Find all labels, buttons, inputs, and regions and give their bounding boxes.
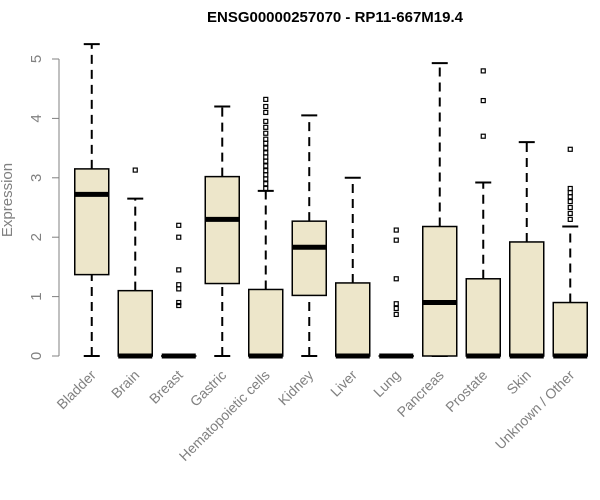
- box-12: [552, 146, 588, 359]
- outlier-point: [263, 181, 269, 187]
- x-tick-label: Bladder: [53, 367, 99, 413]
- outlier-point: [263, 163, 269, 169]
- outlier-point: [567, 194, 573, 200]
- outlier-point: [263, 130, 269, 136]
- outlier-point: [263, 124, 269, 130]
- y-tick-label: 4: [28, 114, 45, 122]
- outlier-point: [176, 282, 182, 288]
- outlier-point: [263, 172, 269, 178]
- outlier-point: [480, 133, 486, 139]
- chart-title: ENSG00000257070 - RP11-667M19.4: [207, 9, 464, 26]
- x-tick-label: Brain: [108, 367, 142, 401]
- x-tick-label: Pancreas: [394, 367, 447, 420]
- x-tick-label: Skin: [503, 367, 534, 398]
- box-9: [422, 62, 458, 357]
- outlier-point: [176, 299, 182, 306]
- box-6: [291, 114, 327, 357]
- outlier-point: [263, 109, 269, 116]
- y-tick-label: 1: [28, 292, 45, 300]
- x-tick-label: Gastric: [187, 367, 230, 410]
- outlier-point: [176, 267, 182, 273]
- y-tick-label: 2: [28, 233, 45, 241]
- box-iqr: [117, 289, 153, 357]
- box-7: [335, 176, 371, 359]
- x-tick-label: Kidney: [275, 367, 317, 409]
- outlier-point: [263, 96, 269, 102]
- outlier-point: [263, 140, 269, 146]
- outlier-point: [480, 97, 486, 104]
- box-iqr: [74, 168, 110, 276]
- outlier-point: [263, 168, 269, 174]
- outlier-point: [567, 210, 573, 217]
- outlier-point: [176, 234, 182, 240]
- box-iqr: [291, 220, 327, 297]
- outlier-point: [393, 305, 399, 312]
- outlier-point: [567, 190, 573, 196]
- outlier-point: [263, 150, 269, 156]
- y-axis-label: Expression: [0, 163, 16, 237]
- outlier-point: [567, 185, 573, 192]
- box-8: [378, 227, 414, 359]
- outlier-point: [567, 216, 573, 222]
- outlier-point: [393, 276, 399, 282]
- x-tick-label: Liver: [327, 367, 360, 400]
- outlier-point: [393, 301, 399, 307]
- box-series: [74, 43, 588, 359]
- outlier-point: [263, 158, 269, 164]
- box-iqr: [204, 175, 240, 285]
- outlier-point: [567, 198, 573, 205]
- outlier-point: [263, 136, 269, 142]
- outlier-point: [263, 154, 269, 160]
- box-iqr: [552, 301, 588, 357]
- y-tick-label: 5: [28, 55, 45, 63]
- outlier-point: [176, 222, 182, 228]
- outlier-point: [176, 286, 182, 292]
- outlier-point: [263, 118, 269, 124]
- outlier-point: [263, 145, 269, 151]
- y-tick-label: 0: [28, 352, 45, 360]
- outlier-point: [393, 227, 399, 233]
- box-2: [117, 167, 153, 359]
- x-tick-label: Breast: [146, 367, 186, 407]
- outlier-point: [263, 176, 269, 182]
- box-iqr: [509, 241, 545, 357]
- box-10: [465, 68, 501, 359]
- box-iqr: [422, 225, 458, 357]
- box-iqr: [248, 288, 284, 357]
- box-iqr: [465, 278, 501, 357]
- outlier-point: [176, 302, 182, 309]
- box-3: [161, 222, 197, 359]
- box-5: [248, 96, 284, 359]
- outlier-point: [567, 146, 573, 152]
- outlier-point: [132, 167, 138, 173]
- outlier-point: [263, 185, 269, 192]
- x-tick-label: Unknown / Other: [492, 367, 578, 453]
- y-tick-label: 3: [28, 174, 45, 182]
- outlier-point: [567, 204, 573, 211]
- outlier-point: [480, 68, 486, 74]
- outlier-point: [393, 237, 399, 243]
- box-11: [509, 141, 545, 359]
- x-tick-label: Lung: [370, 367, 403, 400]
- x-tick-label: Prostate: [442, 367, 490, 415]
- outlier-point: [393, 311, 399, 318]
- y-axis: 0 1 2 3 4 5: [28, 55, 60, 360]
- box-4: [204, 105, 240, 357]
- box-1: [74, 43, 110, 357]
- outlier-point: [263, 103, 269, 110]
- box-iqr: [335, 282, 371, 357]
